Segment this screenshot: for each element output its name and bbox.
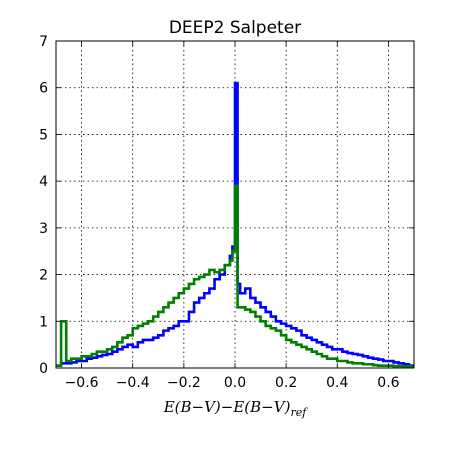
y-tick-label: 1 [39, 314, 48, 330]
y-tick-label: 6 [39, 81, 48, 97]
axis-ticks: −0.6 −0.4 −0.2 0.0 0.2 0.4 0.6 0 1 2 3 4 5 6 7 [39, 34, 414, 391]
y-tick-label: 3 [39, 221, 48, 237]
plot-area [56, 81, 414, 368]
y-tick-label: 2 [39, 268, 48, 284]
x-tick-label: 0.4 [326, 375, 348, 391]
x-axis-label-subscript: ref [290, 406, 308, 419]
y-tick-label: 7 [39, 34, 48, 50]
y-tick-label: 0 [39, 361, 48, 377]
x-tick-label: −0.6 [65, 375, 99, 391]
histogram-series-2 [56, 184, 414, 368]
y-tick-label: 5 [39, 127, 48, 143]
y-tick-label: 4 [39, 174, 48, 190]
x-axis-label: E(B−V)−E(B−V)ref [163, 398, 309, 419]
x-tick-label: 0.6 [377, 375, 399, 391]
x-tick-label: 0.2 [275, 375, 297, 391]
histogram-series-1 [56, 81, 414, 367]
chart-title: DEEP2 Salpeter [169, 18, 301, 38]
x-tick-label: 0.0 [224, 375, 246, 391]
x-tick-label: −0.4 [116, 375, 150, 391]
x-tick-label: −0.2 [167, 375, 201, 391]
x-axis-label-main: E(B−V)−E(B−V) [163, 398, 291, 416]
